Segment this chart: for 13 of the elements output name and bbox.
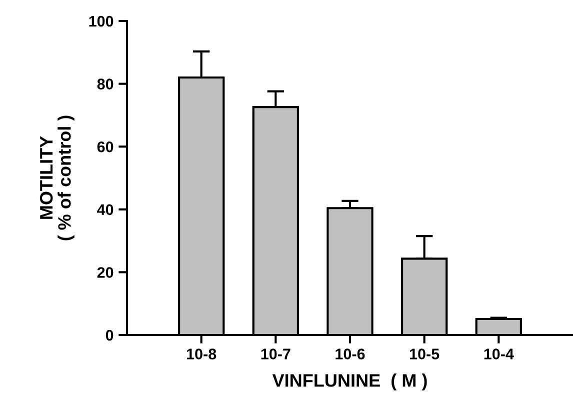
y-tick-label: 0 xyxy=(106,330,114,341)
y-tick-label: 40 xyxy=(97,204,114,216)
x-tick-label: 10-5 xyxy=(410,348,440,360)
y-tick-label: 100 xyxy=(89,16,114,27)
y-axis-title: MOTILITY ( % of control ) xyxy=(40,116,74,240)
x-tick-label: 10-4 xyxy=(484,348,514,360)
x-tick-label: 10-6 xyxy=(336,348,365,360)
y-tick-label: 60 xyxy=(97,141,114,152)
x-tick-label: 10-8 xyxy=(187,348,216,360)
y-tick-label: 80 xyxy=(97,78,114,90)
y-tick-label: 20 xyxy=(97,267,114,278)
x-tick-label: 10-7 xyxy=(261,348,290,360)
x-axis-title: VINFLUNINE ( M ) xyxy=(272,374,427,390)
